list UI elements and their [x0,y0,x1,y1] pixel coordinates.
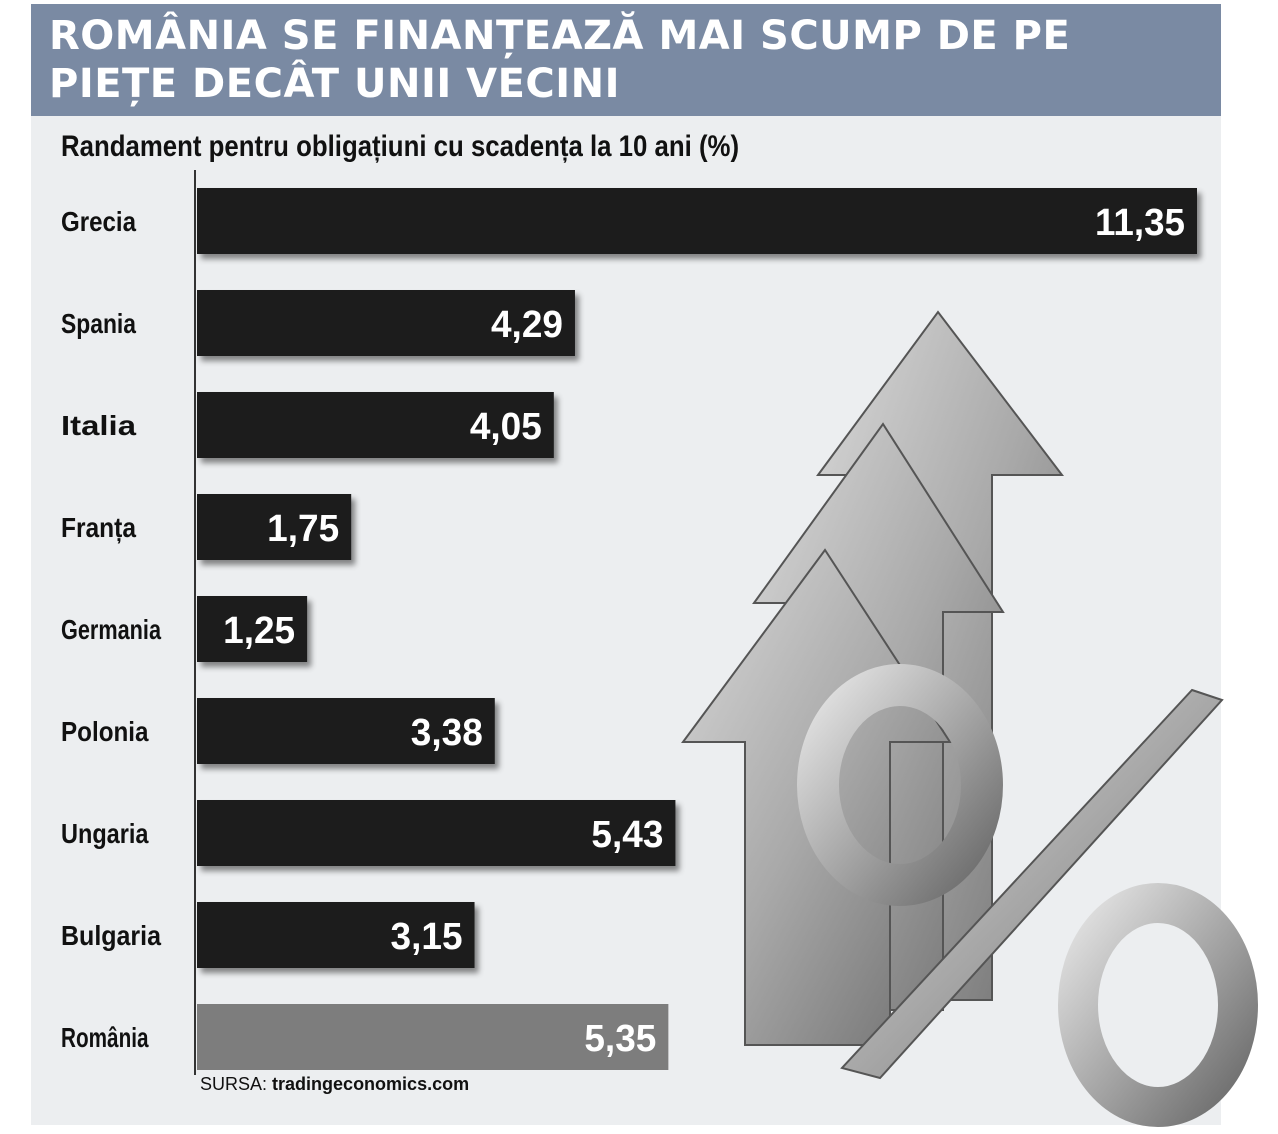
bar [197,902,475,968]
percent-circle-top [797,664,1003,906]
source-value: tradingeconomics.com [272,1074,470,1094]
value-label: 1,75 [267,508,339,550]
source-note: SURSA: tradingeconomics.com [200,1074,469,1095]
bar [197,1004,669,1070]
category-label: Bulgaria [61,920,161,951]
page-title: ROMÂNIA SE FINANȚEAZĂ MAI SCUMP DE PE PI… [49,13,1071,107]
category-label: România [61,1022,149,1053]
percent-slash [840,688,1224,1080]
value-label: 3,38 [411,712,483,754]
bar [197,698,495,764]
category-label: Franța [61,512,136,543]
bar [197,596,308,662]
bar [197,188,1197,254]
category-label: Polonia [61,716,149,747]
bar [197,392,554,458]
chart-marks: Grecia 11,35 Spania 4,29 Italia 4,05 Franța 1,7… [61,188,1197,1070]
decorative-illustration [681,310,1258,1127]
category-label: Germania [61,614,161,645]
value-label: 1,25 [223,610,295,652]
value-label: 3,15 [391,916,463,958]
category-label: Italia [61,410,136,441]
value-label: 5,43 [591,814,663,856]
value-label: 4,29 [491,304,563,346]
chart-title: Randament pentru obligațiuni cu scadența… [61,130,740,163]
value-label: 11,35 [1095,202,1185,244]
source-label: SURSA: [200,1074,268,1094]
value-label: 4,05 [470,406,542,448]
bar [197,494,352,560]
percent-sign-illustration [797,664,1258,1127]
category-label: Spania [61,308,136,339]
category-label: Ungaria [61,818,149,849]
bar [197,800,676,866]
value-label: 5,35 [584,1018,656,1060]
percent-circle-bottom [1058,883,1258,1127]
title-bar: ROMÂNIA SE FINANȚEAZĂ MAI SCUMP DE PE PI… [31,4,1221,116]
category-label: Grecia [61,206,136,237]
bar [197,290,575,356]
